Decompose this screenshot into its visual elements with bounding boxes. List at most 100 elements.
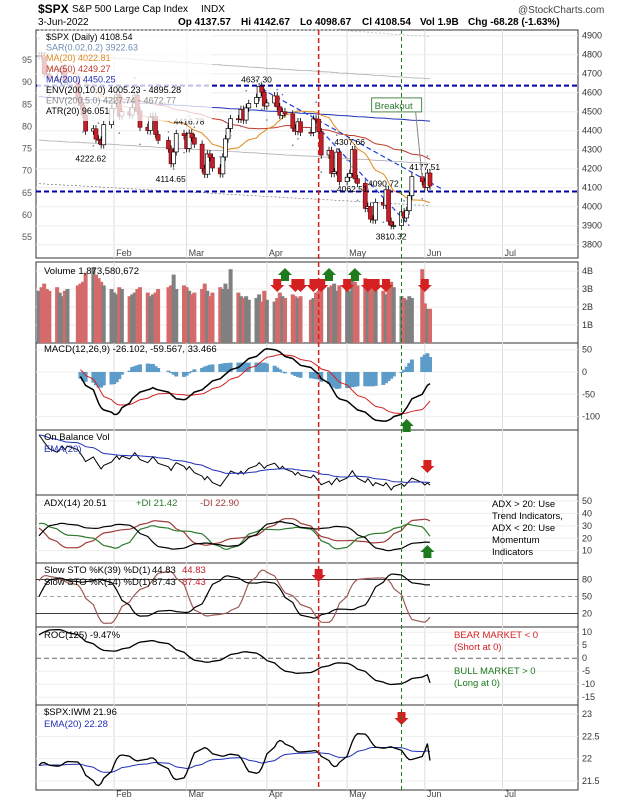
candle-body: [155, 134, 161, 141]
candle-body: [189, 132, 195, 139]
macd-histogram-bar: [156, 367, 161, 372]
macd-histogram-bar: [319, 372, 324, 382]
atr-tick-label: 60: [22, 210, 32, 220]
volume-bar: [246, 299, 251, 343]
candle-body: [96, 138, 101, 141]
price-legend-item: SAR(0.02,0.2) 3922.63: [46, 43, 138, 53]
candle-body: [101, 124, 107, 146]
volume-bar: [241, 298, 246, 343]
adx-tick-label: 10: [582, 546, 592, 556]
ratio-tick-label: 21.5: [582, 776, 600, 786]
sar-dot: [82, 131, 84, 133]
macd-histogram-bar: [145, 363, 150, 372]
candle-body: [259, 86, 265, 93]
volume-tick-label: 3B: [582, 284, 593, 294]
month-label-bottom-May: May: [349, 789, 367, 799]
volume-bar: [311, 298, 316, 343]
candle-body: [204, 153, 210, 175]
macd-histogram-bar: [350, 372, 355, 388]
breakout-pointer: [415, 111, 423, 179]
macd-histogram-bar: [78, 372, 83, 379]
volume-bar: [127, 296, 132, 343]
volume-bar: [290, 294, 295, 343]
volume-bar: [262, 290, 267, 343]
macd-histogram-bar: [171, 372, 176, 375]
volume-bar: [81, 281, 86, 343]
candle-body: [207, 153, 213, 158]
sar-dot: [276, 88, 279, 91]
volume-bar: [404, 299, 409, 343]
price-annotation: 4177.51: [409, 162, 440, 172]
ratio-tick-label: 22.5: [582, 731, 600, 741]
sar-dot: [320, 171, 323, 174]
macd-histogram-bar: [347, 372, 352, 388]
volume-bar: [99, 281, 104, 343]
candle-body: [186, 132, 192, 149]
candle-body: [427, 172, 433, 187]
price-tick-label: 4700: [582, 69, 602, 79]
volume-bar: [383, 294, 388, 343]
price-annotation: 4637.30: [241, 75, 272, 85]
candle-body: [166, 140, 171, 150]
adx-buy-arrow: [420, 545, 435, 558]
volume-bar: [427, 308, 432, 343]
sar-dot: [372, 202, 374, 204]
volume-bar: [182, 285, 187, 343]
volume-bar: [257, 294, 262, 343]
stoch-fast-line: [38, 569, 431, 624]
volume-bar: [223, 283, 228, 343]
macd-buy-arrow: [399, 419, 414, 432]
sar-dot: [356, 199, 359, 202]
close-value: Cl 4108.54: [362, 17, 411, 28]
candle-body: [311, 118, 316, 133]
bull-note-line-2: (Long at 0): [454, 678, 500, 689]
volume-signal-arrow: [378, 279, 393, 292]
price-legend-item: MA(20) 4022.81: [46, 53, 111, 63]
macd-histogram-bar: [383, 372, 388, 384]
volume-bar: [334, 290, 339, 343]
ratio-tick-label: 23: [582, 709, 592, 719]
volume-tick-label: 4B: [582, 266, 593, 276]
sar-dot: [297, 137, 299, 140]
month-label-Apr: Apr: [269, 248, 283, 258]
macd-histogram-bar: [272, 365, 277, 372]
month-label-bottom-Jul: Jul: [504, 789, 516, 799]
candle-body: [347, 173, 353, 178]
bull-note-line-1: BULL MARKET > 0: [454, 666, 536, 677]
macd-histogram-bar: [117, 372, 122, 380]
macd-histogram-bar: [81, 372, 86, 381]
adx-label: ADX(14) 20.51: [44, 498, 107, 509]
macd-histogram-bar: [210, 364, 215, 372]
price-annotation: 4062.51: [337, 184, 368, 194]
ratio-label: $SPX:IWM 21.96: [44, 707, 117, 718]
macd-histogram-bar: [109, 372, 114, 385]
macd-histogram-bar: [345, 372, 350, 389]
volume-bar: [277, 292, 282, 343]
sar-dot: [265, 119, 268, 121]
sar-dot: [346, 159, 349, 162]
price-tick-label: 3800: [582, 240, 602, 250]
volume-signal-arrow: [314, 279, 329, 292]
watermark: @StockCharts.com: [518, 5, 604, 16]
candle-body: [228, 118, 233, 129]
volume-bar: [135, 289, 140, 343]
volume-bar: [148, 296, 153, 343]
volume-label: Volume 1,873,580,672: [44, 266, 139, 277]
volume-bar: [202, 283, 207, 343]
roc-tick-label: -5: [582, 666, 590, 676]
volume-bar: [220, 289, 225, 343]
volume-bar: [150, 294, 155, 343]
bear-note-line-2: (Short at 0): [454, 642, 502, 653]
macd-histogram-bar: [96, 372, 101, 388]
atr-tick-label: 65: [22, 188, 32, 198]
volume-bar: [365, 283, 370, 343]
macd-histogram-bar: [371, 372, 376, 387]
atr-tick-label: 95: [22, 55, 32, 65]
price-legend-item: ENV(200,10.0) 4005.23 - 4895.28: [46, 85, 181, 95]
volume-bar: [205, 290, 210, 343]
macd-histogram-bar: [127, 370, 132, 372]
candle-body: [406, 195, 412, 212]
volume-bar: [169, 285, 174, 343]
sar-dot: [183, 151, 185, 154]
roc-tick-label: 10: [582, 627, 592, 637]
